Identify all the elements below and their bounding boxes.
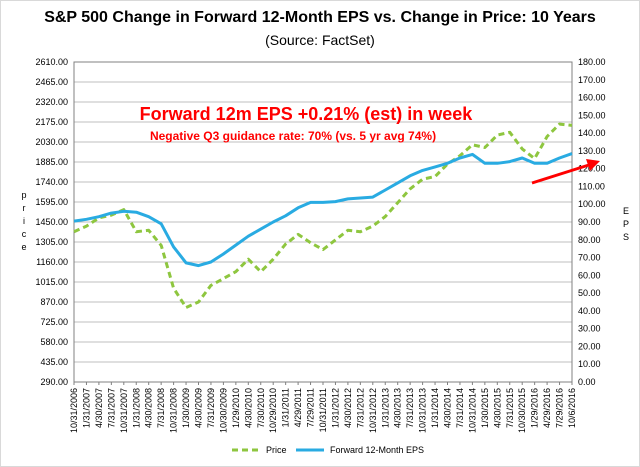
legend-label-price: Price	[266, 445, 287, 455]
annotation-subline: Negative Q3 guidance rate: 70% (vs. 5 yr…	[150, 129, 436, 143]
y-right-tick-label: 70.00	[578, 253, 601, 263]
y-left-tick-label: 1450.00	[35, 217, 68, 227]
y-right-tick-label: 160.00	[578, 93, 606, 103]
y-left-tick-label: 290.00	[40, 377, 68, 387]
x-tick-label: 7/30/2010	[256, 388, 266, 428]
x-tick-label: 10/31/2012	[368, 388, 378, 433]
x-tick-label: 10/31/2014	[467, 388, 477, 433]
y-right-tick-label: 180.00	[578, 57, 606, 67]
y-left-tick-label: 870.00	[40, 297, 68, 307]
chart-subtitle: (Source: FactSet)	[265, 32, 375, 48]
x-tick-label: 10/31/2013	[418, 388, 428, 433]
x-tick-label: 7/29/2016	[555, 388, 565, 428]
x-tick-label: 4/30/2010	[243, 388, 253, 428]
x-tick-label: 10/30/2015	[517, 388, 527, 433]
y-right-tick-label: 110.00	[578, 181, 605, 191]
y-left-axis-label-letter: e	[21, 242, 26, 252]
x-tick-label: 7/31/2009	[206, 388, 216, 428]
x-tick-label: 10/6/2016	[567, 388, 577, 428]
trend-arrow-head	[586, 159, 600, 171]
y-left-tick-label: 435.00	[40, 357, 68, 367]
y-right-tick-label: 20.00	[578, 341, 601, 351]
y-left-axis-label-letter: p	[21, 190, 26, 200]
x-tick-label: 4/30/2012	[343, 388, 353, 428]
price-series-line	[73, 122, 573, 309]
y-left-tick-label: 1015.00	[35, 277, 68, 287]
y-right-axis-label-letter: S	[623, 232, 629, 242]
y-right-tick-label: 50.00	[578, 288, 601, 298]
x-tick-label: 1/29/2010	[231, 388, 241, 428]
x-tick-label: 1/30/2009	[181, 388, 191, 428]
x-tick-label: 4/30/2009	[194, 388, 204, 428]
x-tick-label: 4/30/2015	[492, 388, 502, 428]
y-left-tick-label: 1305.00	[35, 237, 68, 247]
x-tick-label: 10/30/2009	[218, 388, 228, 433]
x-tick-label: 1/31/2008	[131, 388, 141, 428]
y-right-axis-label-letter: E	[623, 206, 629, 216]
x-tick-label: 7/29/2011	[306, 388, 316, 427]
x-tick-label: 1/30/2015	[480, 388, 490, 428]
y-left-axis-label-letter: c	[22, 229, 27, 239]
trend-arrow-shaft	[531, 162, 593, 185]
x-tick-label: 7/31/2013	[405, 388, 415, 428]
y-right-tick-label: 150.00	[578, 110, 606, 120]
x-tick-label: 10/31/2007	[119, 388, 129, 433]
x-tick-label: 4/30/2014	[443, 388, 453, 428]
annotation-headline: Forward 12m EPS +0.21% (est) in week	[140, 104, 474, 124]
x-tick-label: 7/31/2015	[505, 388, 515, 428]
y-right-tick-label: 60.00	[578, 270, 601, 280]
y-left-tick-label: 1885.00	[35, 157, 68, 167]
x-tick-label: 4/29/2016	[542, 388, 552, 428]
y-right-tick-label: 0.00	[578, 377, 596, 387]
y-right-tick-label: 100.00	[578, 199, 606, 209]
x-tick-label: 7/31/2012	[355, 388, 365, 428]
x-tick-label: 7/31/2008	[156, 388, 166, 428]
y-right-axis-label-letter: P	[623, 219, 629, 229]
y-right-tick-label: 170.00	[578, 75, 606, 85]
legend-label-eps: Forward 12-Month EPS	[330, 445, 424, 455]
x-tick-label: 1/31/2011	[281, 388, 291, 427]
x-tick-label: 4/30/2013	[393, 388, 403, 428]
x-tick-label: 4/30/2008	[144, 388, 154, 428]
x-tick-label: 7/31/2007	[106, 388, 116, 428]
y-left-tick-label: 2030.00	[35, 137, 68, 147]
x-tick-label: 1/31/2014	[430, 388, 440, 428]
y-right-tick-label: 10.00	[578, 359, 601, 369]
x-tick-label: 1/31/2012	[330, 388, 340, 428]
y-left-axis-label-letter: r	[23, 203, 26, 213]
eps-series-line	[73, 152, 573, 268]
y-left-tick-label: 2320.00	[35, 97, 68, 107]
chart-title: S&P 500 Change in Forward 12-Month EPS v…	[44, 9, 596, 26]
x-tick-label: 10/31/2008	[169, 388, 179, 433]
y-right-tick-label: 80.00	[578, 235, 601, 245]
x-tick-label: 1/31/2007	[81, 388, 91, 428]
x-tick-label: 10/29/2010	[268, 388, 278, 433]
x-tick-label: 7/31/2014	[455, 388, 465, 428]
y-right-tick-label: 130.00	[578, 146, 606, 156]
y-left-tick-label: 1160.00	[36, 257, 68, 267]
y-left-tick-label: 2175.00	[35, 117, 68, 127]
x-tick-label: 10/31/2006	[69, 388, 79, 433]
y-left-tick-label: 2465.00	[35, 77, 68, 87]
y-right-tick-label: 90.00	[578, 217, 601, 227]
y-right-tick-label: 140.00	[578, 128, 606, 138]
x-tick-label: 10/31/2011	[318, 388, 328, 432]
y-left-tick-label: 1595.00	[35, 197, 68, 207]
y-left-tick-label: 580.00	[40, 337, 68, 347]
x-tick-label: 1/29/2016	[530, 388, 540, 428]
y-left-axis-label-letter: i	[23, 216, 25, 226]
y-left-tick-label: 2610.00	[35, 57, 68, 67]
y-left-tick-label: 725.00	[40, 317, 68, 327]
x-tick-label: 1/31/2013	[380, 388, 390, 428]
x-tick-label: 4/29/2011	[293, 388, 303, 427]
y-left-tick-label: 1740.00	[35, 177, 68, 187]
y-right-tick-label: 30.00	[578, 324, 601, 334]
x-tick-label: 4/30/2007	[94, 388, 104, 428]
y-right-tick-label: 40.00	[578, 306, 601, 316]
